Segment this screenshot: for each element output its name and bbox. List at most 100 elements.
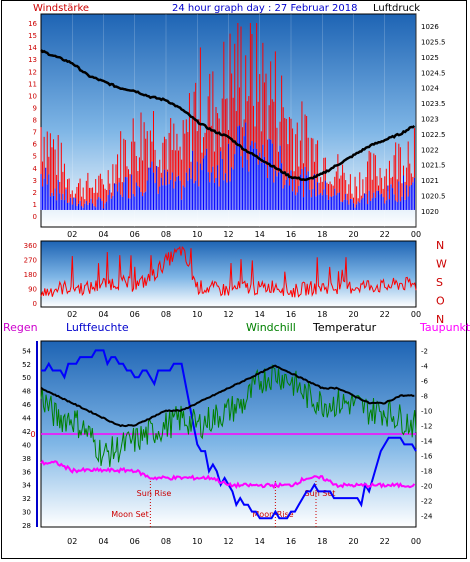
- left-tick-label: 30: [22, 509, 31, 517]
- left-axis-label: Windstärke: [33, 3, 89, 14]
- left-tick-label: 50: [22, 374, 31, 382]
- left-tick-label: 40: [22, 441, 31, 449]
- x-tick-label: 06: [130, 537, 140, 546]
- left-tick-label: 38: [22, 455, 31, 463]
- left-tick-label: 12: [28, 68, 37, 76]
- x-tick-label: 18: [317, 310, 327, 319]
- x-tick-label: 14: [255, 310, 265, 319]
- x-tick-label: 04: [98, 537, 108, 546]
- x-tick-label: 02: [67, 310, 77, 319]
- x-tick-label: 10: [192, 230, 202, 239]
- left-tick-label: 90: [28, 286, 37, 294]
- right-tick-label: 1024.5: [421, 69, 446, 77]
- x-tick-label: 06: [130, 310, 140, 319]
- chart-title: 24 hour graph day : 27 Februar 2018: [172, 3, 357, 14]
- right-tick-label: 1023.5: [421, 100, 446, 108]
- left-tick-label: 11: [28, 80, 37, 88]
- left-tick-label: 13: [28, 56, 37, 64]
- right-tick-label: O: [436, 295, 445, 308]
- x-tick-label: 20: [348, 537, 358, 546]
- legend-taupunkt: Taupunkt: [419, 321, 470, 334]
- x-tick-label: 12: [223, 310, 233, 319]
- left-tick-label: 42: [22, 428, 31, 436]
- right-tick-label: S: [436, 276, 443, 289]
- x-tick-label: 16: [286, 310, 296, 319]
- x-tick-label: 00: [411, 310, 421, 319]
- left-tick-label: 8: [33, 117, 37, 125]
- x-tick-label: 18: [317, 230, 327, 239]
- right-tick-label: -24: [421, 512, 433, 520]
- right-tick-label: W: [436, 258, 447, 271]
- right-tick-label: -6: [421, 378, 429, 386]
- right-tick-label: -16: [421, 452, 433, 460]
- x-tick-label: 22: [380, 230, 390, 239]
- left-tick-label: 1: [33, 201, 37, 209]
- left-tick-label: 46: [22, 401, 31, 409]
- left-tick-label: 54: [22, 347, 31, 355]
- left-tick-label: 180: [24, 271, 37, 279]
- left-tick-label: 270: [24, 257, 37, 265]
- legend-windchill: Windchill: [246, 321, 296, 334]
- x-tick-label: 12: [223, 230, 233, 239]
- right-tick-label: -20: [421, 482, 432, 490]
- left-tick-label: 2: [33, 189, 37, 197]
- left-tick-label: 36: [22, 468, 31, 476]
- x-tick-label: 06: [130, 230, 140, 239]
- chart-marks: 02 04 06 08 10 12 14 16 18 20 22 001615141312111098…: [22, 14, 447, 546]
- right-tick-label: -12: [421, 423, 432, 431]
- right-tick-label: -8: [421, 393, 428, 401]
- annotation-label: Sun Rise: [137, 489, 172, 498]
- rain-zero-label: 0: [30, 430, 35, 439]
- x-tick-label: 22: [380, 310, 390, 319]
- right-tick-label: -22: [421, 497, 432, 505]
- x-tick-label: 04: [98, 310, 108, 319]
- x-tick-label: 08: [161, 537, 171, 546]
- left-tick-label: 0: [33, 300, 37, 308]
- left-tick-label: 10: [28, 92, 37, 100]
- left-tick-label: 9: [33, 104, 37, 112]
- temperature-line: [40, 364, 415, 428]
- x-tick-label: 20: [348, 310, 358, 319]
- right-tick-label: 1020: [421, 208, 439, 216]
- right-tick-label: N: [436, 239, 444, 252]
- x-tick-label: 18: [317, 537, 327, 546]
- left-tick-label: 52: [22, 361, 31, 369]
- right-tick-label: 1021.5: [421, 162, 446, 170]
- left-tick-label: 16: [28, 20, 37, 28]
- left-tick-label: 15: [28, 32, 37, 40]
- right-tick-label: 1026: [421, 23, 439, 31]
- x-tick-label: 10: [192, 310, 202, 319]
- x-tick-label: 16: [286, 230, 296, 239]
- left-tick-label: 6: [33, 141, 38, 149]
- annotation-label: Moon Set: [111, 510, 148, 519]
- x-tick-label: 00: [411, 537, 421, 546]
- x-tick-label: 12: [223, 537, 233, 546]
- x-tick-label: 02: [67, 537, 77, 546]
- x-tick-label: 10: [192, 537, 202, 546]
- right-tick-label: 1025: [421, 54, 439, 62]
- right-tick-label: 1024: [421, 85, 439, 93]
- legend-luftfeuchte: Luftfeuchte: [66, 321, 129, 334]
- legend-regen: Regen: [3, 321, 38, 334]
- left-tick-label: 44: [22, 415, 31, 423]
- x-tick-label: 16: [286, 537, 296, 546]
- right-axis-label: Luftdruck: [373, 3, 420, 14]
- right-tick-label: 1025.5: [421, 39, 446, 47]
- left-tick-label: 0: [33, 213, 37, 221]
- left-tick-label: 3: [33, 177, 37, 185]
- x-tick-label: 02: [67, 230, 77, 239]
- right-tick-label: 1022.5: [421, 131, 446, 139]
- left-tick-label: 4: [33, 165, 38, 173]
- right-tick-label: -14: [421, 437, 433, 445]
- right-tick-label: -4: [421, 363, 429, 371]
- right-tick-label: 1022: [421, 146, 439, 154]
- panel-direction: [40, 240, 417, 308]
- left-tick-label: 14: [28, 44, 37, 52]
- windchill-line: [40, 363, 417, 467]
- left-tick-label: 32: [22, 495, 31, 503]
- x-tick-label: 22: [380, 537, 390, 546]
- right-tick-label: 1020.5: [421, 192, 446, 200]
- x-tick-label: 08: [161, 310, 171, 319]
